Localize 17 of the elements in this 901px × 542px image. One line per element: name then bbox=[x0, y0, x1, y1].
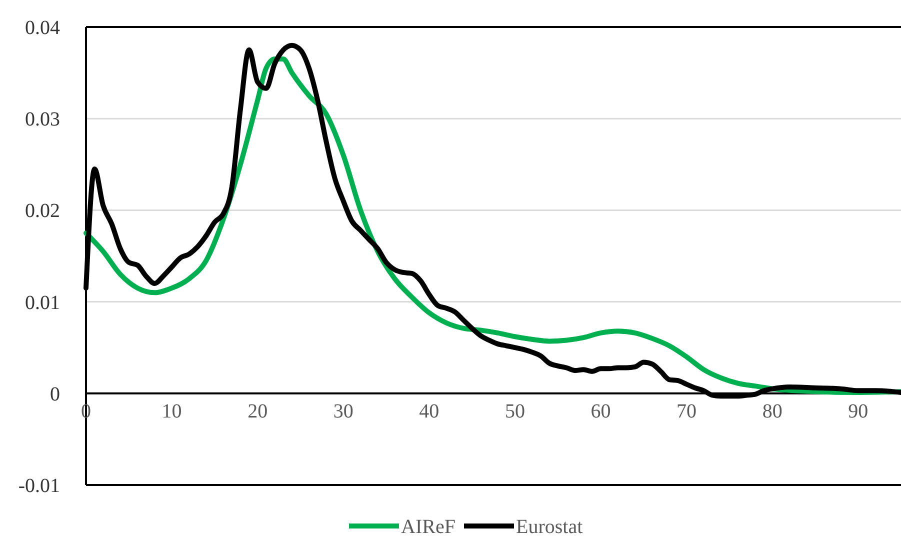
y-tick-label: 0 bbox=[50, 383, 60, 406]
x-tick-label: 40 bbox=[419, 400, 440, 422]
y-tick-label: 0.04 bbox=[25, 17, 60, 39]
y-tick-label: 0.02 bbox=[25, 200, 60, 222]
legend-label: AIReF bbox=[401, 516, 456, 538]
x-tick-label: 60 bbox=[590, 400, 611, 422]
x-tick-label: 20 bbox=[248, 400, 268, 422]
x-tick-label: 10 bbox=[162, 400, 182, 422]
x-tick-label: 30 bbox=[333, 400, 354, 422]
x-tick-label: 70 bbox=[676, 400, 697, 422]
x-tick-label: 50 bbox=[504, 400, 525, 422]
x-tick-label: 90 bbox=[848, 400, 868, 422]
x-tick-label: 80 bbox=[762, 400, 782, 422]
legend-label: Eurostat bbox=[516, 516, 584, 538]
y-tick-label: -0.01 bbox=[18, 475, 60, 497]
y-tick-label: 0.03 bbox=[25, 108, 60, 131]
y-tick-label: 0.01 bbox=[25, 292, 60, 314]
